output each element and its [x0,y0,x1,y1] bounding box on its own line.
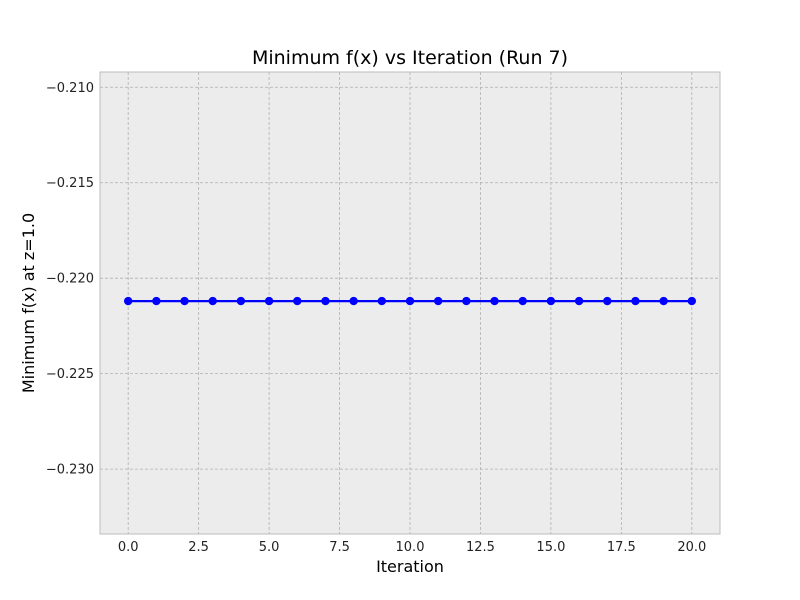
x-axis-ticks: 0.0 2.5 5.0 7.5 10.0 12.5 15.0 17.5 20.0 [118,540,706,555]
y-axis-label: Minimum f(x) at z=1.0 [19,213,38,393]
y-tick-label: −0.210 [46,81,94,96]
data-point [433,296,443,306]
data-point [264,296,274,306]
y-axis-ticks: −0.210 −0.215 −0.220 −0.225 −0.230 [46,81,94,478]
x-tick-label: 7.5 [329,540,350,555]
data-point [546,296,556,306]
data-point [293,296,302,306]
data-point [490,296,499,306]
data-point [631,296,640,306]
y-tick-label: −0.220 [46,272,94,287]
data-point [208,296,217,306]
data-point [405,296,415,306]
data-point [180,296,189,306]
data-point [123,296,133,306]
data-point [462,296,471,306]
x-tick-label: 12.5 [466,540,495,555]
plot-frame [99,71,721,535]
y-tick-label: −0.215 [46,176,94,191]
data-point [603,296,612,306]
chart-title: Minimum f(x) vs Iteration (Run 7) [252,47,568,69]
x-tick-label: 2.5 [188,540,209,555]
x-tick-label: 5.0 [259,540,280,555]
y-tick-label: −0.225 [46,367,94,382]
data-point [659,296,668,306]
x-tick-label: 10.0 [396,540,425,555]
data-point [321,296,330,306]
x-tick-label: 17.5 [607,540,636,555]
data-point [377,296,387,306]
data-point [236,296,246,306]
x-tick-label: 20.0 [677,540,706,555]
y-tick-label: −0.230 [46,463,94,478]
data-point [349,296,358,306]
series-layer [123,296,697,306]
x-tick-label: 15.0 [536,540,565,555]
x-axis-label: Iteration [376,557,444,576]
data-point [574,296,584,306]
data-point [152,296,161,306]
x-tick-label: 0.0 [118,540,139,555]
data-point [687,296,697,306]
data-point [518,296,527,306]
